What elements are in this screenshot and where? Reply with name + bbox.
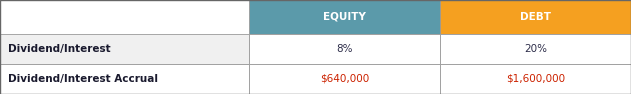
Bar xyxy=(440,0,631,34)
Bar xyxy=(440,64,631,94)
Text: Dividend/Interest Accrual: Dividend/Interest Accrual xyxy=(8,74,158,84)
Bar xyxy=(0,64,249,94)
Text: 20%: 20% xyxy=(524,44,547,54)
Text: DEBT: DEBT xyxy=(520,12,551,22)
Bar xyxy=(249,34,440,64)
Bar xyxy=(249,0,440,34)
Text: 8%: 8% xyxy=(336,44,353,54)
Text: $640,000: $640,000 xyxy=(320,74,369,84)
Text: $1,600,000: $1,600,000 xyxy=(506,74,565,84)
Bar xyxy=(0,0,249,34)
Bar xyxy=(0,34,249,64)
Text: Dividend/Interest: Dividend/Interest xyxy=(8,44,110,54)
Bar xyxy=(249,64,440,94)
Text: EQUITY: EQUITY xyxy=(323,12,366,22)
Bar xyxy=(440,34,631,64)
